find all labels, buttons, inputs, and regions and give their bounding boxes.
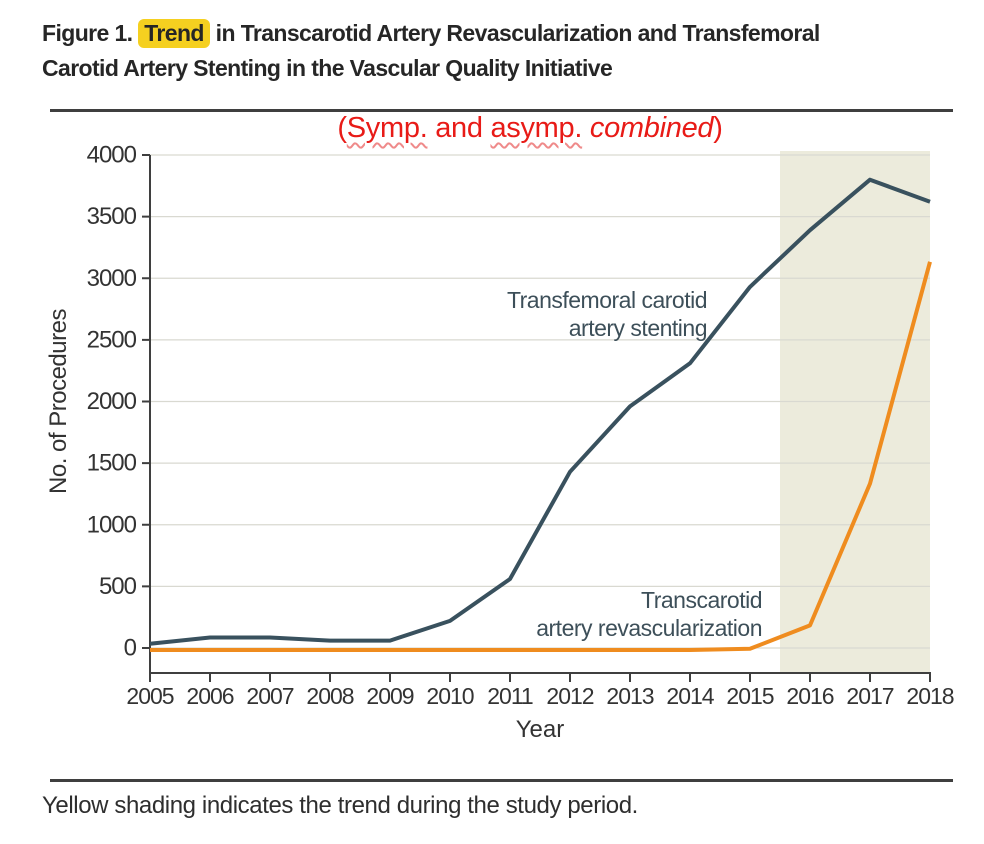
figure-number: Figure 1. bbox=[42, 20, 139, 46]
x-tick-label-2014: 2014 bbox=[666, 683, 714, 709]
y-tick-label-3500: 3500 bbox=[87, 203, 137, 230]
tfcas-line bbox=[149, 177, 931, 646]
x-tick-label-2010: 2010 bbox=[426, 683, 473, 709]
y-tick-label-500: 500 bbox=[99, 573, 137, 600]
y-tick-label-3000: 3000 bbox=[87, 265, 137, 292]
annotation-close-paren: ) bbox=[713, 112, 723, 144]
annotation-asymp: asymp. bbox=[490, 112, 583, 144]
study-period-shading bbox=[780, 151, 930, 672]
x-axis-title: Year bbox=[516, 716, 565, 743]
divider-bottom bbox=[50, 779, 953, 782]
x-tick-label-2015: 2015 bbox=[726, 683, 773, 709]
divider-top bbox=[50, 109, 953, 112]
title-line1-rest: in Transcarotid Artery Revascularization… bbox=[209, 20, 821, 46]
x-tick-label-2009: 2009 bbox=[366, 683, 413, 709]
x-tick-label-2008: 2008 bbox=[306, 683, 353, 709]
annotation-open-paren: ( bbox=[337, 112, 347, 144]
y-tick-label-4000: 4000 bbox=[87, 142, 137, 169]
x-tick-label-2006: 2006 bbox=[186, 683, 233, 709]
tfcas-label-line2: artery stenting bbox=[569, 315, 707, 341]
annotation-combined: combined bbox=[589, 112, 714, 144]
y-tick-label-2500: 2500 bbox=[87, 326, 137, 353]
x-tick-label-2018: 2018 bbox=[906, 683, 953, 709]
y-axis-title: No. of Procedures bbox=[45, 309, 72, 494]
title-line2: Carotid Artery Stenting in the Vascular … bbox=[42, 55, 613, 81]
tcar-label-line2: artery revascularization bbox=[536, 615, 762, 641]
x-tick-label-2013: 2013 bbox=[606, 683, 653, 709]
x-tick-label-2011: 2011 bbox=[487, 683, 533, 709]
red-annotation: (Symp. and asymp. combined) bbox=[76, 112, 984, 145]
annotation-symp: Symp. bbox=[346, 112, 428, 144]
annotation-space bbox=[582, 112, 590, 144]
y-tick-label-2000: 2000 bbox=[87, 388, 137, 415]
x-tick-label-2016: 2016 bbox=[786, 683, 833, 709]
y-tick-label-1500: 1500 bbox=[87, 450, 137, 477]
x-tick-label-2007: 2007 bbox=[246, 683, 293, 709]
y-tick-label-1000: 1000 bbox=[87, 511, 137, 538]
x-tick-label-2012: 2012 bbox=[546, 683, 593, 709]
x-tick-label-2017: 2017 bbox=[846, 683, 893, 709]
x-tick-label-2005: 2005 bbox=[126, 683, 173, 709]
y-tick-label-0: 0 bbox=[124, 635, 137, 662]
tcar-line bbox=[150, 261, 932, 652]
highlighted-word: Trend bbox=[138, 19, 210, 48]
tcar-label-line1: Transcarotid bbox=[641, 587, 762, 613]
annotation-and: and bbox=[427, 112, 491, 144]
figure-caption: Yellow shading indicates the trend durin… bbox=[42, 792, 638, 819]
figure-title: Figure 1. Trend in Transcarotid Artery R… bbox=[42, 16, 964, 86]
tfcas-label-line1: Transfemoral carotid bbox=[507, 287, 707, 313]
